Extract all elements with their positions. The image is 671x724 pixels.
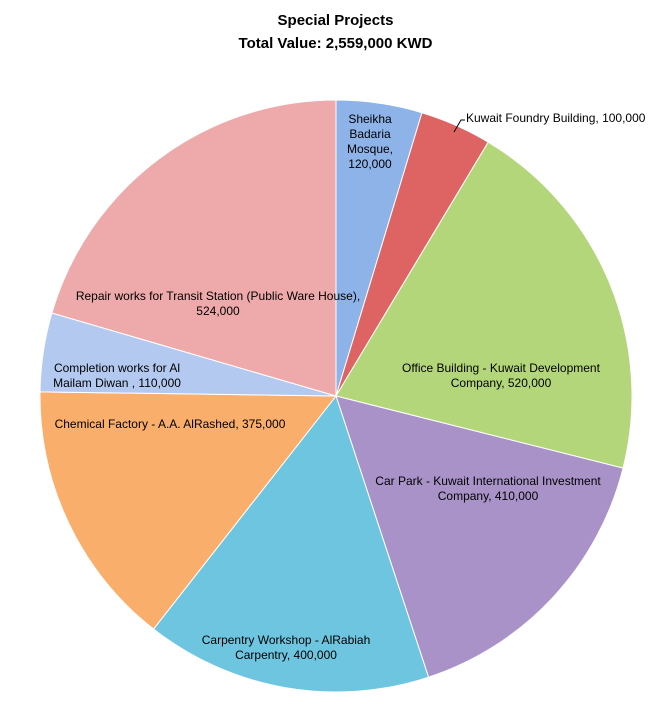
data-label: Kuwait Foundry Building, 100,000 bbox=[466, 111, 646, 125]
chart-subtitle: Total Value: 2,559,000 KWD bbox=[238, 35, 433, 52]
leader-line bbox=[453, 119, 465, 133]
data-label: Completion works for Al Mailam Diwan , 1… bbox=[53, 361, 181, 390]
data-label: Office Building - Kuwait Development Com… bbox=[402, 361, 600, 390]
pie-slice bbox=[335, 395, 624, 678]
data-label: Chemical Factory - A.A. AlRashed, 375,00… bbox=[54, 417, 286, 431]
data-label: Repair works for Transit Station (Public… bbox=[75, 289, 361, 318]
pie-slice bbox=[39, 391, 338, 630]
pie-slice bbox=[152, 394, 430, 693]
data-label: Car Park - Kuwait International Investme… bbox=[375, 474, 601, 503]
data-label: Sheikha Badaria Mosque, 120,000 bbox=[346, 112, 394, 171]
pie-slice bbox=[51, 99, 337, 397]
pie-slice bbox=[335, 141, 633, 469]
data-label: Carpentry Workshop - AlRabiah Carpentry,… bbox=[201, 633, 371, 662]
chart-title: Special Projects bbox=[277, 12, 394, 29]
